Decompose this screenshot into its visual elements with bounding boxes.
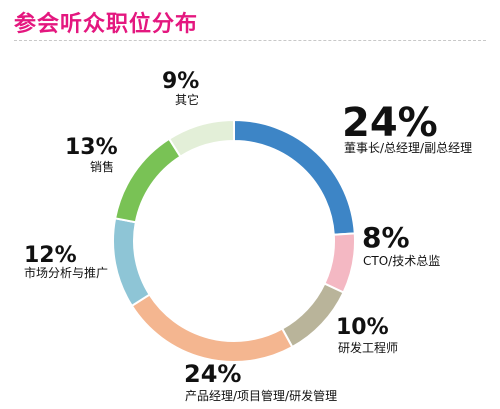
slice-category-label: 销售 bbox=[90, 159, 114, 174]
slice-percent-label: 9% bbox=[162, 69, 199, 94]
donut-slice bbox=[280, 282, 345, 349]
donut-slice bbox=[113, 137, 182, 224]
donut-slice bbox=[233, 118, 356, 236]
slice-category-label: 研发工程师 bbox=[338, 340, 398, 355]
donut-slice bbox=[130, 293, 294, 363]
donut-slices bbox=[112, 118, 356, 363]
slice-percent-label: 10% bbox=[336, 315, 389, 340]
chart-title: 参会听众职位分布 bbox=[14, 12, 199, 37]
slice-percent-label: 24% bbox=[184, 360, 241, 388]
slice-percent-label: 8% bbox=[362, 221, 410, 254]
slice-category-label: 其它 bbox=[175, 92, 199, 107]
slice-category-label: CTO/技术总监 bbox=[363, 254, 440, 268]
slice-category-label: 市场分析与推广 bbox=[24, 265, 108, 280]
donut-labels: 24%董事长/总经理/副总经理8%CTO/技术总监10%研发工程师24%产品经理… bbox=[24, 69, 472, 403]
donut-slice bbox=[323, 232, 356, 294]
donut-slice bbox=[112, 217, 151, 308]
slice-category-label: 产品经理/项目管理/研发管理 bbox=[185, 388, 337, 403]
slice-percent-label: 13% bbox=[65, 135, 118, 160]
slice-percent-label: 24% bbox=[342, 100, 438, 146]
slice-percent-label: 12% bbox=[24, 243, 77, 268]
donut-slice bbox=[167, 118, 235, 158]
slice-category-label: 董事长/总经理/副总经理 bbox=[344, 141, 472, 155]
title-divider bbox=[14, 40, 486, 41]
